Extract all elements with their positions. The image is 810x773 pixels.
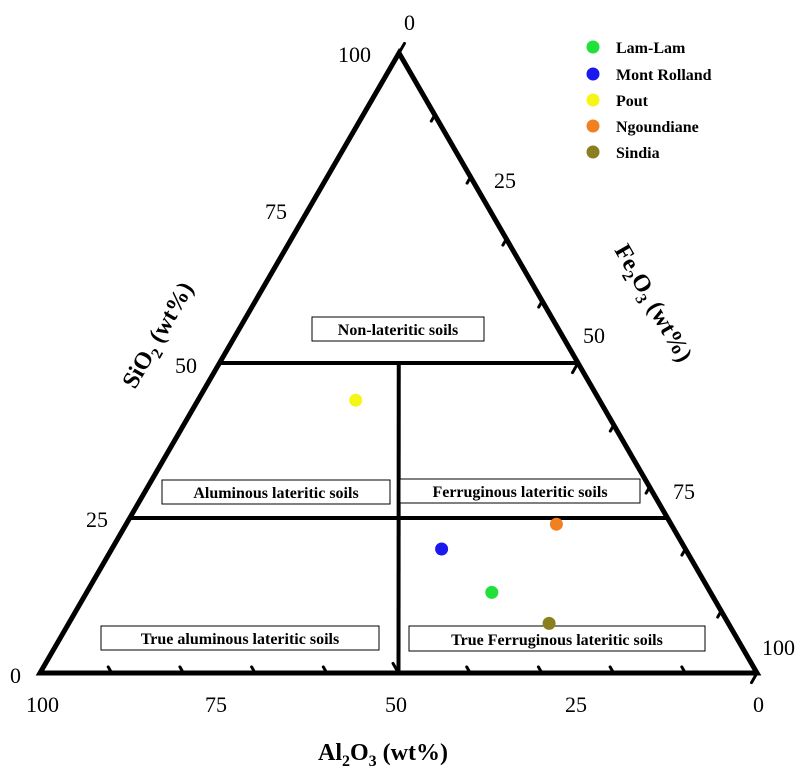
fe2o3-axis-title: Fe2O3 (wt%) (605, 240, 697, 369)
tick-marks (74, 41, 759, 685)
legend-label-ngoundiane: Ngoundiane (616, 119, 699, 136)
tick-bottom-70 (536, 665, 544, 675)
corner-zero-label: 0 (10, 663, 21, 688)
al2o3-tick-75: 75 (205, 692, 227, 717)
legend-marker-pout (586, 93, 600, 107)
region-ferruginous: Ferruginous lateritic soils (399, 478, 641, 504)
tick-bottom-80 (608, 665, 616, 675)
tick-bottom-20 (178, 665, 185, 675)
tick-bottom-90 (680, 665, 687, 675)
tick-right-30 (501, 237, 508, 247)
tick-left-80 (325, 169, 333, 179)
tick-left-20 (110, 541, 117, 551)
region-label-ferruginous: Ferruginous lateritic soils (432, 484, 607, 501)
region-non-lateritic: Non-lateritic soils (311, 316, 485, 342)
fe2o3-tick-100: 100 (762, 635, 795, 660)
tick-right-90 (716, 609, 723, 619)
tick-right-20 (465, 175, 473, 185)
tick-right-70 (644, 485, 652, 495)
data-points (349, 393, 563, 630)
tick-bottom-100 (750, 661, 759, 675)
point-pout-0 (349, 393, 363, 407)
al2o3-tick-25: 25 (565, 692, 587, 717)
al2o3-tick-100: 100 (26, 692, 59, 717)
tick-right-80 (680, 547, 687, 557)
legend-marker-sindia (586, 145, 600, 159)
point-sindia-0 (542, 616, 556, 630)
legend-marker-ngoundiane (586, 119, 600, 133)
legend-label-lam-lam: Lam-Lam (616, 40, 686, 57)
tick-bottom-60 (465, 665, 472, 675)
tick-left-30 (146, 479, 153, 489)
tick-left-70 (289, 231, 297, 241)
legend-marker-lam-lam (586, 40, 600, 54)
legend-label-mont-rolland: Mont Rolland (616, 67, 712, 84)
tick-left-10 (74, 603, 81, 613)
sio2-tick-75: 75 (265, 199, 287, 224)
legend-label-sindia: Sindia (616, 145, 660, 162)
region-label-true-aluminous: True aluminous lateritic soils (141, 631, 339, 648)
tick-left-100 (397, 41, 406, 55)
tick-right-60 (608, 423, 616, 433)
legend-marker-mont-rolland (586, 67, 600, 81)
al2o3-tick-50: 50 (385, 692, 407, 717)
fe2o3-tick-0: 0 (404, 10, 415, 35)
point-lam-lam-0 (485, 585, 499, 599)
tick-left-40 (182, 417, 189, 427)
point-mont-rolland-0 (435, 542, 449, 556)
al2o3-axis-title: Al2O3 (wt%) (318, 740, 448, 770)
sio2-tick-100: 100 (338, 42, 371, 67)
al2o3-tick-0: 0 (753, 692, 764, 717)
tick-bottom-30 (250, 665, 257, 675)
tick-right-40 (537, 299, 544, 309)
sio2-tick-50: 50 (175, 353, 197, 378)
tick-right-100 (750, 671, 759, 685)
region-aluminous: Aluminous lateritic soils (161, 479, 391, 505)
fe2o3-tick-25: 25 (494, 168, 516, 193)
region-label-aluminous: Aluminous lateritic soils (193, 485, 358, 502)
legend-label-pout: Pout (616, 93, 649, 110)
region-true-aluminous: True aluminous lateritic soils (100, 625, 380, 651)
legend: Lam-Lam Mont Rolland Pout Ngoundiane Sin… (586, 40, 712, 162)
tick-right-10 (429, 113, 437, 123)
fe2o3-tick-50: 50 (583, 323, 605, 348)
tick-bottom-10 (106, 665, 114, 675)
tick-left-60 (253, 293, 261, 303)
tick-bottom-40 (321, 665, 329, 675)
tick-left-90 (361, 107, 369, 117)
region-label-true-ferruginous: True Ferruginous lateritic soils (451, 632, 663, 649)
sio2-tick-25: 25 (86, 507, 108, 532)
region-true-ferruginous: True Ferruginous lateritic soils (408, 625, 706, 652)
point-ngoundiane-0 (549, 517, 563, 531)
region-dividers (129, 361, 668, 674)
region-label-non-lateritic: Non-lateritic soils (338, 322, 458, 339)
fe2o3-tick-75: 75 (673, 479, 695, 504)
